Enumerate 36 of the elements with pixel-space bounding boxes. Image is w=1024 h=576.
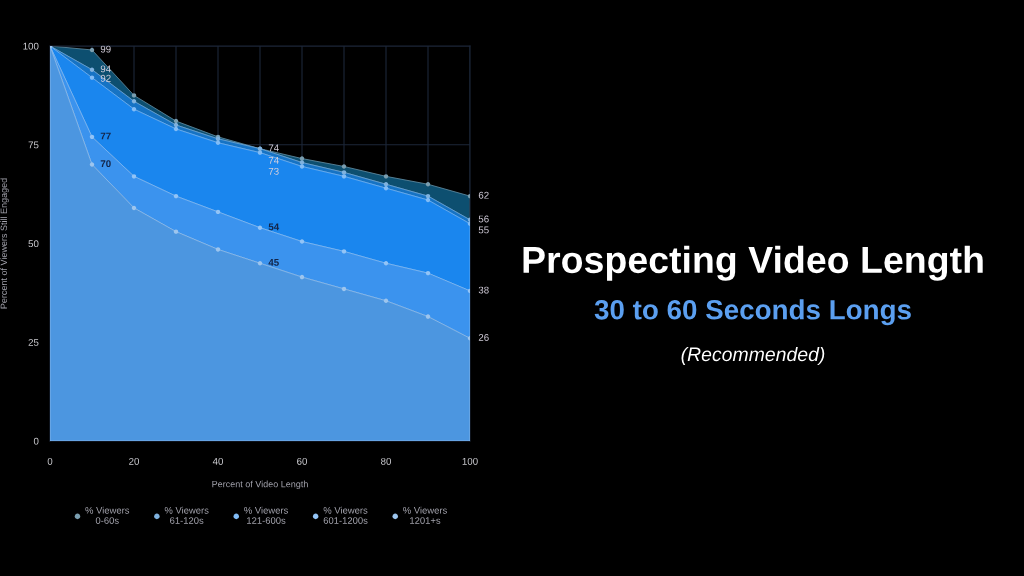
text: Prospecting Video Length <box>523 245 983 281</box>
data-label: 56 <box>478 215 489 223</box>
data-label: 74 <box>268 144 279 152</box>
data-label: 38 <box>478 286 489 294</box>
y-tick-label: 75 <box>28 141 39 149</box>
text: 30 to 60 Seconds Longs <box>594 299 911 326</box>
x-tick-label: 40 <box>212 457 224 465</box>
data-label: 92 <box>100 74 111 82</box>
legend-label: % Viewers 121-600s <box>244 506 288 524</box>
y-tick-label: 50 <box>28 240 39 248</box>
legend-label: % Viewers 0-60s <box>85 506 130 524</box>
data-label: 99 <box>100 45 111 53</box>
data-label: 94 <box>100 65 111 73</box>
data-label: 74 <box>268 157 279 164</box>
y-tick-label: 0 <box>33 437 39 445</box>
data-label: 54 <box>268 223 280 231</box>
data-label: 45 <box>268 259 279 266</box>
data-label: 26 <box>478 334 489 341</box>
legend-label: % Viewers 1201+s <box>403 506 447 524</box>
x-tick-label: 80 <box>381 457 392 465</box>
x-tick-label: 20 <box>129 457 140 465</box>
text: (Recommended) <box>681 346 825 366</box>
data-label: 73 <box>268 167 279 175</box>
x-tick-label: 60 <box>297 457 308 465</box>
x-axis-title: Percent of Video Length <box>212 480 308 490</box>
x-tick-label: 100 <box>462 457 478 465</box>
data-label: 55 <box>478 226 489 234</box>
y-axis-title: Percent of Viewers Still Engaged <box>0 178 9 309</box>
y-tick-label: 25 <box>28 338 39 346</box>
legend-label: % Viewers 601-1200s <box>323 506 368 524</box>
data-label: 62 <box>478 191 489 199</box>
legend-label: % Viewers 61-120s <box>164 506 209 524</box>
data-label: 70 <box>100 160 111 168</box>
y-tick-label: 100 <box>23 42 39 50</box>
data-label: 77 <box>100 132 111 140</box>
x-tick-label: 0 <box>47 457 53 465</box>
